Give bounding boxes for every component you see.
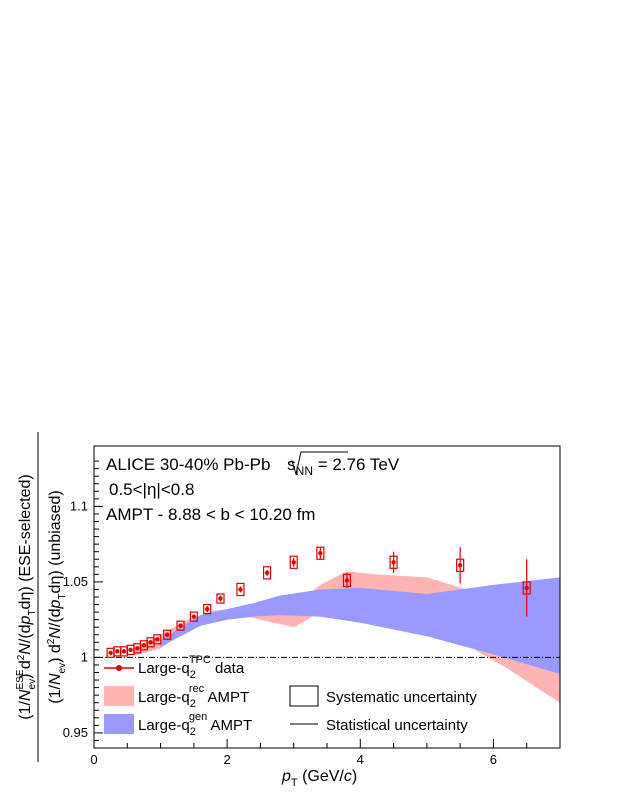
systematic-box	[163, 629, 172, 640]
data-marker	[344, 578, 350, 583]
x-axis: 0 2 4 6	[90, 739, 561, 767]
data-points	[106, 546, 531, 659]
data-marker	[178, 623, 183, 628]
y-axis-title-numerator: (1/NESEev) d2N/(dpTdη) (ESE-selected)	[15, 474, 38, 719]
legend-label-gen: Large-q2gen AMPT	[138, 711, 252, 738]
x-axis-title: pT (GeV/c)	[281, 768, 357, 789]
x-tick-label: 2	[224, 752, 231, 767]
legend-entry-gen: Large-q2gen AMPT	[104, 711, 252, 738]
legend-entry-rec: Large-q2rec AMPT	[104, 683, 249, 710]
legend-label-data: Large-q2TPC data	[138, 654, 245, 681]
y-tick-label: 1	[81, 649, 88, 664]
x-tick-label: 6	[490, 752, 497, 767]
sqrt-sign	[287, 451, 348, 476]
data-marker	[155, 637, 160, 642]
data-marker	[238, 587, 243, 592]
systematic-box	[262, 566, 272, 580]
systematic-box	[176, 620, 185, 631]
systematic-box	[216, 593, 225, 604]
data-point	[522, 559, 531, 617]
legend-label-statistical: Statistical uncertainty	[326, 717, 468, 734]
data-marker	[191, 614, 197, 619]
data-point	[176, 620, 185, 631]
data-marker	[391, 560, 396, 565]
data-point	[289, 555, 298, 569]
x-tick-label: 4	[357, 752, 364, 767]
y-axis: 0.95 1 1.05 1.1	[63, 460, 103, 749]
data-marker	[128, 647, 133, 653]
data-marker	[318, 551, 323, 556]
data-point	[456, 547, 465, 584]
legend-label-rec: Large-q2rec AMPT	[138, 683, 249, 710]
systematic-box	[189, 611, 198, 622]
data-point	[262, 566, 272, 580]
annotation-line-1: ALICE 30-40% Pb-Pb sNN = 2.76 TeV	[106, 455, 400, 478]
y-axis-title: (1/NESEev) d2N/(dpTdη) (ESE-selected) (1…	[15, 432, 68, 762]
data-point	[236, 582, 245, 597]
legend-label-systematic: Systematic uncertainty	[326, 689, 477, 706]
y-tick-label: 1.05	[63, 574, 88, 589]
data-point	[316, 546, 325, 560]
model-bands	[133, 571, 560, 703]
data-point	[189, 611, 198, 622]
systematic-box	[203, 603, 212, 615]
y-tick-label: 1.1	[70, 498, 88, 513]
data-marker	[291, 560, 296, 565]
annotation-line-3: AMPT - 8.88 < b < 10.20 fm	[106, 505, 315, 524]
systematic-box	[236, 582, 245, 597]
data-marker	[264, 570, 270, 576]
data-marker	[108, 650, 113, 656]
data-point	[139, 640, 149, 651]
data-marker	[218, 596, 223, 601]
data-point	[203, 603, 212, 615]
data-point	[216, 593, 225, 604]
data-point	[389, 551, 398, 573]
data-marker	[148, 640, 153, 645]
data-marker	[115, 649, 120, 654]
legend-entry-statistical: Statistical uncertainty	[290, 717, 468, 734]
y-tick-label: 0.95	[63, 725, 88, 740]
systematic-box	[153, 634, 162, 645]
legend-entry-data: Large-q2TPC data	[104, 654, 245, 681]
systematic-box	[289, 555, 298, 569]
annotation-line-2: 0.5<|η|<0.8	[109, 480, 194, 499]
legend-entry-systematic: Systematic uncertainty	[289, 685, 477, 707]
legend: Large-q2TPC data Large-q2rec AMPT Large-…	[104, 654, 477, 738]
data-marker	[121, 649, 127, 654]
data-point	[342, 572, 352, 588]
data-marker	[141, 643, 147, 648]
x-tick-label: 0	[90, 752, 97, 767]
band-series-2	[160, 577, 560, 674]
y-axis-title-denominator: (1/Nev) d2N/(dpTdη) (unbiased)	[46, 490, 68, 703]
data-point	[163, 629, 172, 640]
data-marker	[165, 632, 170, 637]
data-marker	[135, 646, 140, 651]
data-point	[133, 643, 142, 654]
data-marker	[204, 606, 210, 612]
data-point	[153, 634, 162, 645]
data-marker	[524, 585, 529, 591]
data-marker	[457, 563, 463, 568]
